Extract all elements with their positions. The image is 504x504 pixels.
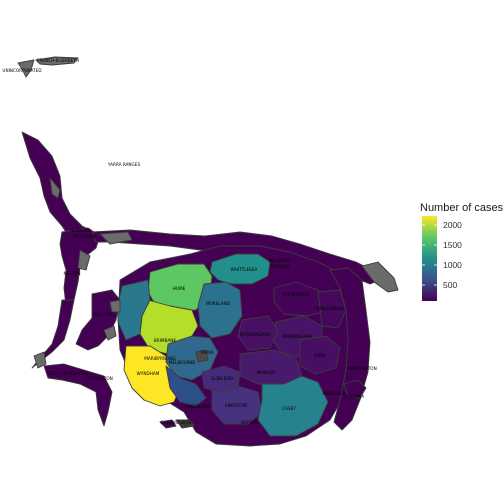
label-yarra: YARRA bbox=[199, 350, 214, 355]
label-bayside: BAYSIDE bbox=[241, 420, 259, 425]
region-casey[interactable] bbox=[257, 373, 329, 437]
label-maribyrnong: MARIBYRNONG bbox=[144, 356, 176, 361]
label-whitehorse: WHITEHORSE bbox=[282, 292, 311, 297]
label-maroondah: MAROONDAH bbox=[316, 306, 344, 311]
label-wyndham: WYNDHAM bbox=[137, 371, 160, 376]
label-hume: HUME bbox=[173, 286, 186, 291]
region-sw-bottom[interactable] bbox=[43, 363, 113, 427]
label-yarra-ranges: YARRA RANGES bbox=[107, 162, 141, 167]
region-glen-eira[interactable] bbox=[201, 365, 241, 393]
label-boroondara: BOROONDARA bbox=[240, 332, 270, 337]
label-nillumbik: NILLUMBIK bbox=[269, 258, 292, 263]
region-sw-arm[interactable] bbox=[75, 289, 121, 351]
region-sw-grey2[interactable] bbox=[103, 325, 117, 341]
label-dandenong: DANDENONG bbox=[182, 404, 210, 409]
label-wodonga: WODONGA bbox=[322, 391, 345, 396]
label-glen-eira: GLEN EIRA bbox=[211, 376, 233, 381]
label-hepburn: HEPBURN bbox=[70, 228, 90, 233]
region-banyule[interactable] bbox=[317, 289, 347, 329]
label-moreland: MORELAND bbox=[206, 301, 230, 306]
label-melton: MELTON bbox=[63, 271, 80, 276]
label-frankston: FRANKSTON bbox=[87, 376, 113, 381]
legend-title: Number of cases bbox=[420, 202, 504, 214]
region-east-small[interactable] bbox=[343, 379, 367, 399]
region-mid-grey[interactable] bbox=[109, 299, 121, 313]
region-east-grey[interactable] bbox=[361, 261, 399, 293]
label-monash: MONASH bbox=[257, 370, 276, 375]
label-casey: CASEY bbox=[282, 406, 296, 411]
region-center-grey[interactable] bbox=[195, 349, 209, 363]
legend-tick-2000: 2000 bbox=[443, 220, 462, 230]
region-whittlesea[interactable] bbox=[209, 253, 271, 285]
label-knox: KNOX bbox=[314, 353, 326, 358]
legend: Number of cases 2000 1500 1000 500 bbox=[420, 202, 504, 301]
legend-tick-1500: 1500 bbox=[443, 240, 462, 250]
region-top-band-grey[interactable] bbox=[99, 231, 133, 245]
label-whittlesea: WHITTLESEA bbox=[231, 267, 258, 272]
region-boroondara[interactable] bbox=[237, 315, 279, 351]
label-ballarat: BALLARAT bbox=[93, 312, 115, 317]
region-moreland[interactable] bbox=[197, 281, 243, 339]
legend-tick-1000: 1000 bbox=[443, 260, 462, 270]
label-mornington: MORNINGTON bbox=[347, 366, 376, 371]
label-kingston: KINGSTON bbox=[225, 403, 247, 408]
region-west-strip-grey[interactable] bbox=[77, 249, 91, 271]
region-yarra[interactable] bbox=[165, 365, 207, 407]
region-knox[interactable] bbox=[299, 335, 341, 375]
label-macedon: MACEDON bbox=[73, 234, 95, 239]
label-brimbank: BRIMBANK bbox=[154, 338, 177, 343]
label-french-elizabeth: FRENCH-ELIZABETH bbox=[37, 58, 79, 63]
region-kingston[interactable] bbox=[211, 385, 263, 425]
label-unincorporated: UNINCORPORATED bbox=[2, 68, 41, 73]
region-nillumbik[interactable] bbox=[273, 281, 325, 317]
legend-colorbar bbox=[422, 216, 437, 301]
label-banyule: BANYULE bbox=[270, 264, 290, 269]
legend-tick-500: 500 bbox=[443, 280, 457, 290]
region-unincorporated[interactable] bbox=[17, 56, 79, 78]
label-melbourne: MELBOURNE bbox=[169, 360, 196, 365]
region-queenscliffe[interactable] bbox=[159, 419, 195, 429]
region-north-tail-grey[interactable] bbox=[49, 177, 61, 199]
label-queenscliffe: QUEENSCLIFFE bbox=[160, 420, 192, 425]
label-cardinia: CARDINIA bbox=[344, 394, 365, 399]
label-manningham: MANNINGHAM bbox=[282, 334, 312, 339]
region-top-band[interactable] bbox=[91, 229, 381, 285]
label-greater-geelong: GREATER GEELONG bbox=[47, 371, 88, 376]
region-monash[interactable] bbox=[239, 349, 303, 385]
region-sw-grey[interactable] bbox=[33, 351, 47, 369]
